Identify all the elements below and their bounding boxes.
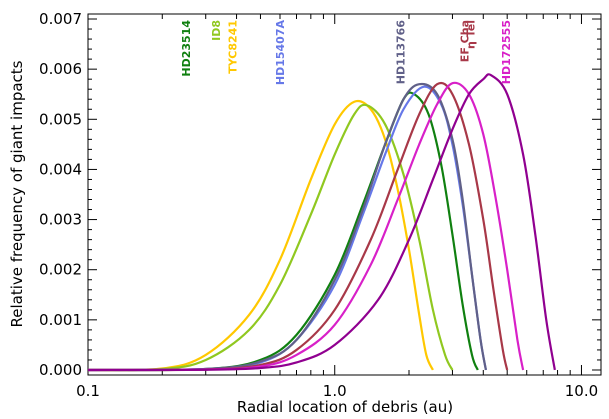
annotation-label: TYC8241 — [227, 20, 240, 74]
y-tick-label: 0.004 — [39, 160, 82, 178]
annotation-label: HD23514 — [180, 20, 193, 77]
x-axis-label: Radial location of debris (au) — [237, 398, 453, 416]
y-tick-label: 0.002 — [39, 261, 82, 279]
series-line-7 — [87, 73, 556, 372]
plot-frame — [87, 13, 602, 376]
axis-ticks: 0.000 0.001 0.002 0.003 0.004 0.005 0.006 0.007… — [39, 10, 601, 400]
y-axis-label: Relative frequency of giant impacts — [8, 60, 26, 327]
x-tick-label: 1.0 — [323, 382, 347, 400]
annotation-label: EF Cha — [458, 20, 471, 62]
y-tick-label: 0.001 — [39, 311, 82, 329]
series-line-2 — [87, 91, 479, 372]
y-tick-label: 0.003 — [39, 211, 82, 229]
y-tick-label: 0.005 — [39, 110, 82, 128]
annotation-label: HD172555 — [500, 20, 513, 84]
series-line-1 — [87, 103, 454, 372]
x-tick-label: 10.0 — [565, 382, 598, 400]
y-tick-label: 0.000 — [39, 361, 82, 379]
y-tick-label: 0.006 — [39, 60, 82, 78]
series-group — [87, 73, 556, 372]
series-line-5 — [87, 81, 509, 372]
annotation-label: ID8 — [210, 20, 223, 41]
y-tick-label: 0.007 — [39, 10, 82, 28]
x-tick-label: 0.1 — [76, 382, 100, 400]
annotation-label: HD15407A — [274, 20, 287, 86]
annotation-label: HD113766 — [395, 20, 408, 85]
series-line-6 — [87, 81, 525, 372]
series-line-0 — [87, 99, 434, 372]
series-line-4 — [87, 82, 488, 372]
annotations-group: HD23514 ID8 TYC8241 HD15407A HD113766 η TelEF… — [180, 20, 513, 86]
annotation-label: η Tel — [465, 20, 478, 49]
